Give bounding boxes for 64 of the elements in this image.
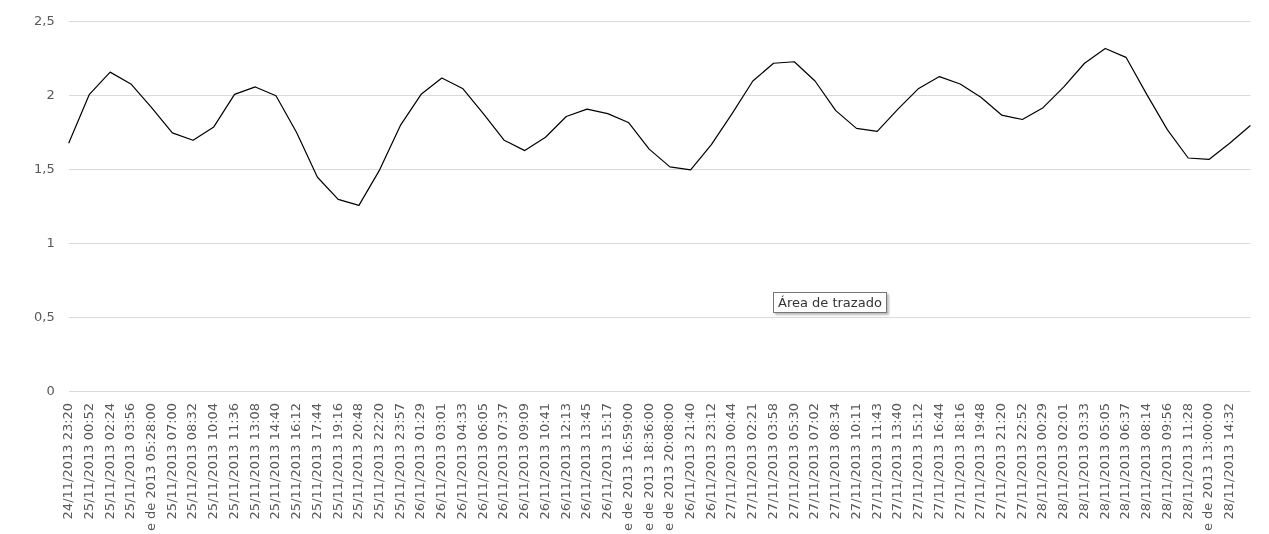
y-tick-label: 2,5 <box>33 13 55 29</box>
x-tick-label: 26/11/2013 03:01 <box>433 402 449 520</box>
x-tick-label: 28/11/2013 09:56 <box>1158 402 1174 520</box>
x-tick-label: 26/11/2013 07:37 <box>495 402 511 520</box>
x-tick-label: 25/11/2013 17:44 <box>308 402 324 520</box>
x-tick-label: 25/11/2013 13:08 <box>246 402 262 520</box>
x-tick-label: 26/11/2013 13:45 <box>578 402 594 520</box>
x-tick-label: 28/11/2013 02:01 <box>1055 402 1071 520</box>
x-tick-label: 26/11/2013 23:12 <box>702 402 718 520</box>
x-tick-label: 28/11/2013 11:28 <box>1179 402 1195 520</box>
x-tick-label: 27/11/2013 19:48 <box>972 402 988 520</box>
x-tick-label: e de 2013 05:28:00 <box>142 402 158 532</box>
x-tick-label: 28/11/2013 00:29 <box>1034 402 1050 520</box>
x-tick-label: e de 2013 13:00:00 <box>1200 402 1216 532</box>
x-tick-label: 25/11/2013 00:52 <box>80 402 96 520</box>
x-tick-label: 25/11/2013 19:16 <box>329 402 345 520</box>
x-tick-label: 27/11/2013 16:44 <box>930 402 946 520</box>
x-tick-label: 27/11/2013 22:52 <box>1013 402 1029 520</box>
x-tick-label: 26/11/2013 01:29 <box>412 402 428 520</box>
x-tick-label: 27/11/2013 02:21 <box>744 402 760 520</box>
x-tick-label: 25/11/2013 20:48 <box>350 402 366 520</box>
annotation: Área de trazado <box>773 292 887 313</box>
x-tick-label: 27/11/2013 18:16 <box>951 402 967 520</box>
x-tick-label: 26/11/2013 06:05 <box>474 402 490 520</box>
y-tick-label: 2 <box>46 87 55 103</box>
x-tick-label: 26/11/2013 04:33 <box>453 402 469 520</box>
x-tick-label: 27/11/2013 03:58 <box>764 402 780 520</box>
x-tick-label: 26/11/2013 10:41 <box>536 402 552 520</box>
x-tick-label: 24/11/2013 23:20 <box>60 402 76 520</box>
x-tick-label: 26/11/2013 21:40 <box>682 402 698 520</box>
x-tick-label: e de 2013 20:08:00 <box>661 402 677 532</box>
x-tick-label: 27/11/2013 07:02 <box>806 402 822 520</box>
x-tick-label: 27/11/2013 05:30 <box>785 402 801 520</box>
x-tick-label: e de 2013 18:36:00 <box>640 402 656 532</box>
x-tick-label: e de 2013 16:59:00 <box>619 402 635 532</box>
x-tick-label: 25/11/2013 08:32 <box>184 402 200 520</box>
x-tick-label: 25/11/2013 02:24 <box>101 402 117 520</box>
x-tick-label: 26/11/2013 15:17 <box>599 402 615 520</box>
x-tick-label: 28/11/2013 08:14 <box>1138 402 1154 520</box>
y-tick-label: 0,5 <box>33 309 55 325</box>
y-tick-label: 0 <box>46 383 55 399</box>
x-tick-label: 25/11/2013 22:20 <box>371 402 387 520</box>
y-tick-label: 1 <box>46 235 55 251</box>
x-tick-label: 28/11/2013 05:05 <box>1096 402 1112 520</box>
x-tick-label: 27/11/2013 21:20 <box>992 402 1008 520</box>
x-tick-label: 27/11/2013 10:11 <box>847 402 863 520</box>
x-tick-label: 28/11/2013 03:33 <box>1075 402 1091 520</box>
x-tick-label: 27/11/2013 15:12 <box>910 402 926 520</box>
x-tick-label: 25/11/2013 11:36 <box>225 402 241 520</box>
x-tick-label: 25/11/2013 10:04 <box>205 402 221 520</box>
x-tick-label: 27/11/2013 11:43 <box>868 402 884 520</box>
x-tick-label: 27/11/2013 13:40 <box>889 402 905 520</box>
x-tick-label: 26/11/2013 09:09 <box>516 402 532 520</box>
x-tick-label: 25/11/2013 23:57 <box>391 402 407 520</box>
x-tick-label: 28/11/2013 14:32 <box>1221 402 1237 520</box>
x-tick-label: 27/11/2013 08:34 <box>827 402 843 520</box>
x-tick-label: 28/11/2013 06:37 <box>1117 402 1133 520</box>
x-tick-label: 26/11/2013 12:13 <box>557 402 573 520</box>
x-tick-label: 27/11/2013 00:44 <box>723 402 739 520</box>
x-tick-label: 25/11/2013 14:40 <box>267 402 283 520</box>
x-tick-label: 25/11/2013 07:00 <box>163 402 179 520</box>
y-tick-label: 1,5 <box>33 161 55 177</box>
x-tick-label: 25/11/2013 16:12 <box>288 402 304 520</box>
x-tick-label: 25/11/2013 03:56 <box>122 402 138 520</box>
